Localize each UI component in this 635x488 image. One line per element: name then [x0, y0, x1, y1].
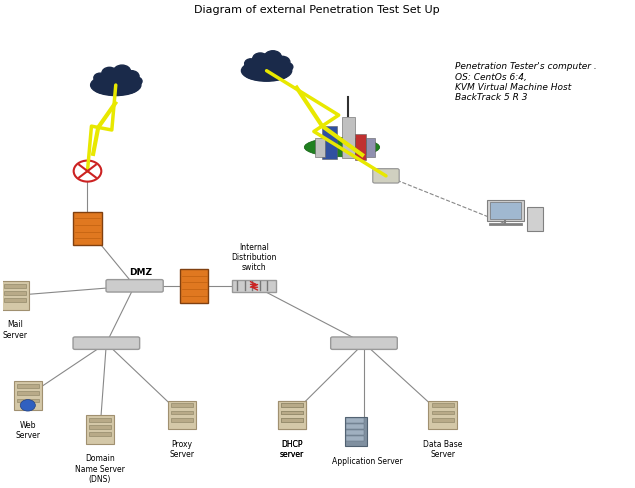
FancyBboxPatch shape: [17, 399, 39, 403]
Ellipse shape: [241, 61, 291, 82]
FancyBboxPatch shape: [4, 299, 26, 303]
Text: Application Server: Application Server: [332, 456, 403, 465]
Circle shape: [20, 400, 36, 411]
FancyBboxPatch shape: [346, 436, 364, 441]
FancyBboxPatch shape: [106, 280, 163, 292]
Circle shape: [264, 52, 281, 65]
FancyBboxPatch shape: [315, 138, 325, 158]
FancyBboxPatch shape: [89, 432, 111, 436]
Ellipse shape: [304, 138, 380, 158]
FancyBboxPatch shape: [74, 212, 102, 245]
Text: Proxy
Server: Proxy Server: [170, 439, 194, 458]
FancyBboxPatch shape: [432, 404, 453, 407]
FancyBboxPatch shape: [1, 282, 29, 310]
FancyBboxPatch shape: [232, 280, 276, 292]
Ellipse shape: [95, 84, 137, 96]
FancyBboxPatch shape: [86, 415, 114, 444]
Circle shape: [131, 78, 142, 86]
Circle shape: [94, 74, 106, 83]
FancyBboxPatch shape: [14, 382, 42, 410]
FancyBboxPatch shape: [281, 404, 303, 407]
Ellipse shape: [91, 75, 141, 96]
FancyBboxPatch shape: [432, 411, 453, 414]
FancyBboxPatch shape: [73, 337, 140, 350]
FancyBboxPatch shape: [373, 169, 399, 183]
Text: Data Base
Server: Data Base Server: [423, 439, 462, 458]
Circle shape: [74, 161, 102, 182]
FancyBboxPatch shape: [17, 385, 39, 388]
FancyBboxPatch shape: [281, 411, 303, 414]
FancyBboxPatch shape: [17, 392, 39, 395]
Circle shape: [102, 68, 117, 80]
Circle shape: [124, 72, 139, 83]
FancyBboxPatch shape: [346, 424, 364, 429]
FancyBboxPatch shape: [281, 411, 303, 414]
FancyBboxPatch shape: [432, 418, 453, 422]
Text: Penetration Tester's computer .
OS: CentOs 6:4,
KVM Virtual Machine Host
BackTra: Penetration Tester's computer . OS: Cent…: [455, 62, 597, 102]
FancyBboxPatch shape: [89, 418, 111, 422]
FancyBboxPatch shape: [4, 291, 26, 295]
Text: Mail
Server: Mail Server: [3, 320, 28, 339]
FancyBboxPatch shape: [171, 418, 193, 422]
FancyBboxPatch shape: [281, 418, 303, 422]
FancyBboxPatch shape: [429, 401, 457, 429]
Text: Domain
Name Server
(DNS): Domain Name Server (DNS): [75, 453, 125, 483]
FancyBboxPatch shape: [180, 269, 208, 303]
FancyBboxPatch shape: [346, 418, 364, 423]
Text: DMZ: DMZ: [130, 268, 152, 277]
Text: Diagram of external Penetration Test Set Up: Diagram of external Penetration Test Set…: [194, 5, 439, 15]
Text: DHCP
server: DHCP server: [279, 439, 304, 458]
Circle shape: [244, 60, 257, 69]
FancyBboxPatch shape: [89, 425, 111, 429]
Circle shape: [282, 63, 293, 72]
FancyBboxPatch shape: [342, 118, 354, 159]
Circle shape: [114, 66, 131, 79]
Text: Web
Server: Web Server: [15, 420, 40, 439]
FancyBboxPatch shape: [527, 207, 543, 231]
Text: DHCP
server: DHCP server: [279, 439, 304, 458]
FancyBboxPatch shape: [486, 201, 525, 222]
Circle shape: [253, 54, 268, 65]
FancyBboxPatch shape: [355, 135, 366, 161]
FancyBboxPatch shape: [281, 404, 303, 407]
FancyBboxPatch shape: [366, 138, 375, 158]
FancyBboxPatch shape: [321, 126, 337, 160]
Circle shape: [275, 57, 290, 69]
FancyBboxPatch shape: [345, 417, 367, 446]
FancyBboxPatch shape: [490, 203, 521, 220]
FancyBboxPatch shape: [346, 430, 364, 435]
FancyBboxPatch shape: [277, 401, 306, 429]
FancyBboxPatch shape: [168, 401, 196, 429]
FancyBboxPatch shape: [4, 285, 26, 288]
FancyBboxPatch shape: [277, 401, 306, 429]
FancyBboxPatch shape: [171, 411, 193, 414]
FancyBboxPatch shape: [171, 404, 193, 407]
FancyBboxPatch shape: [331, 337, 398, 350]
Ellipse shape: [245, 69, 288, 81]
FancyBboxPatch shape: [281, 418, 303, 422]
Text: Internal
Distribution
switch: Internal Distribution switch: [231, 242, 277, 272]
